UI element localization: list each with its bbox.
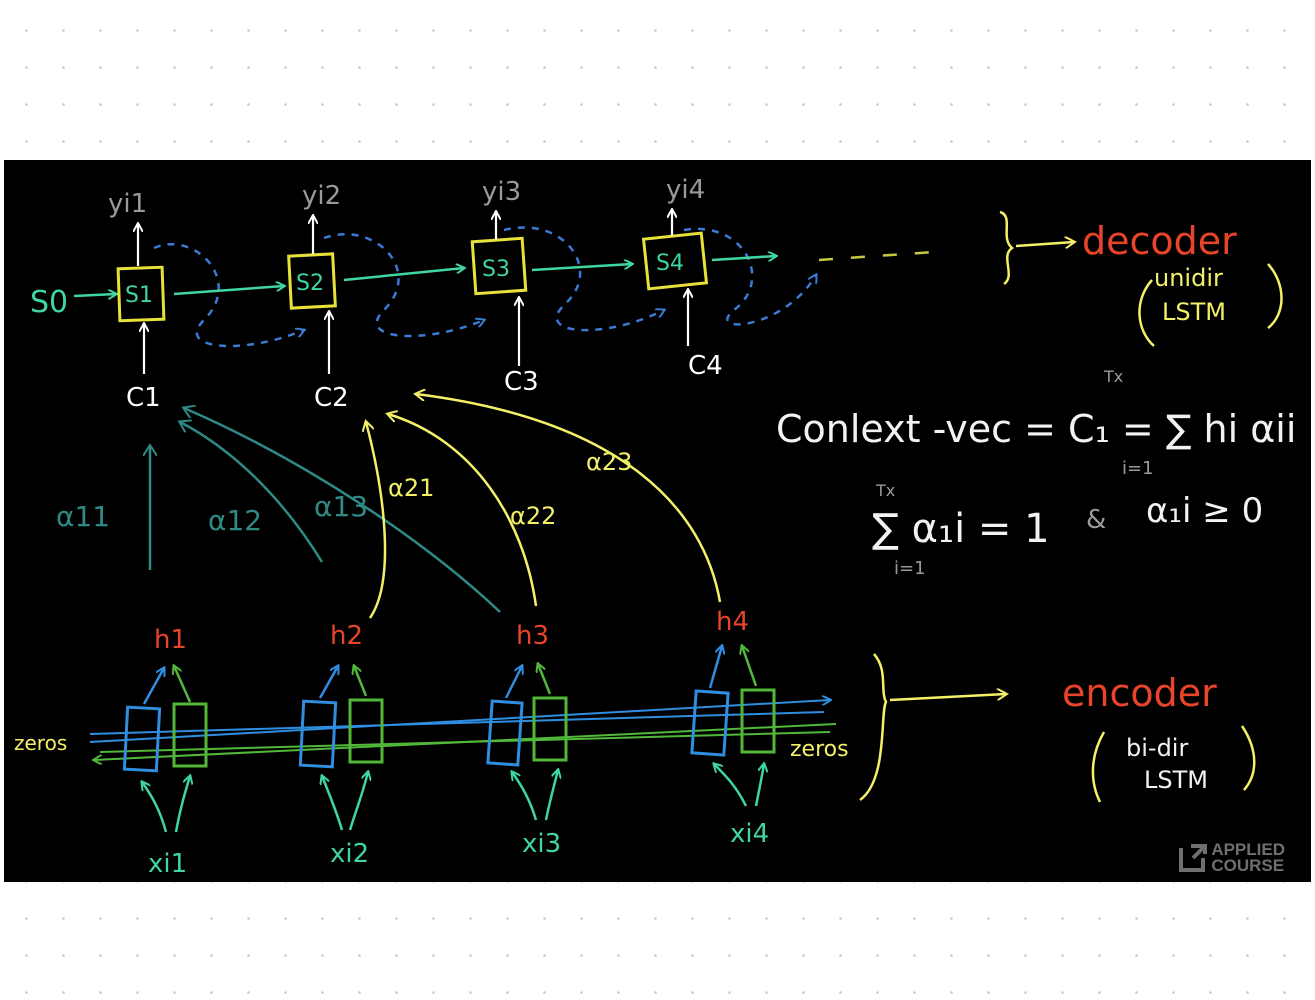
constraint-sum-text: ∑ α₁i = 1 [872,506,1050,552]
encoder-bwd-cell-3 [532,696,568,762]
state-label-2: S2 [296,271,324,296]
decoder-type-line-2: LSTM [1162,298,1226,326]
constraint-sum-upper: Tx [875,481,895,500]
and-sign: & [1086,505,1106,535]
encoder-type-line-1: bi-dir [1126,734,1188,762]
output-label-3: yi3 [482,177,521,207]
watermark-line-2: COURSE [1211,856,1285,875]
formula-sum-lower: i=1 [1122,458,1154,479]
initial-state-label: S0 [30,285,68,320]
attention-teal-arrows [150,408,501,613]
decoder-type-line-1: unidir [1154,264,1223,292]
encoder-fwd-cell-1 [122,705,162,773]
encoder-input-arrows [142,764,764,833]
attention-yellow-labels: α21 α22 α23 [388,448,632,530]
encoder-cells [122,688,776,773]
context-label-1: C1 [126,383,161,413]
alpha-label-22: α22 [510,502,556,530]
encoder-fwd-cell-3 [486,699,524,767]
alpha-label-23: α23 [586,448,632,476]
encoder-bwd-cell-2 [348,698,384,764]
context-label-2: C2 [314,383,349,413]
attention-diagram: S0 yi1 yi2 yi3 yi4 S1 S2 S3 S4 C1 C2 C3 … [14,175,1296,879]
decoder-vertical-arrows [138,210,688,374]
decoder-state-box-4 [641,231,709,291]
output-label-2: yi2 [302,181,341,211]
input-label-4: xi4 [730,819,769,849]
alpha-label-11: α11 [56,500,110,533]
encoder-bwd-cell-1 [172,702,208,768]
attention-yellow-arrows [366,394,722,619]
constraint-sum-lower: i=1 [894,558,926,579]
applied-course-logo-icon [1179,844,1208,872]
decoder-state-box-2 [287,252,337,310]
encoder-bwd-cell-4 [740,688,776,754]
nonneg-text: α₁i ≥ 0 [1146,491,1263,531]
encoder-hidden-arrows [142,646,758,705]
formula-constraint: Tx ∑ α₁i = 1 i=1 & α₁i ≥ 0 [872,481,1263,579]
encoder-input-labels: xi1 xi2 xi3 xi4 [148,819,769,879]
state-label-3: S3 [482,257,510,282]
encoder-fwd-cell-2 [298,699,338,769]
hidden-label-4: h4 [716,607,749,637]
decoder-state-box-1 [116,265,166,323]
decoder-output-labels: yi1 yi2 yi3 yi4 [108,175,705,219]
decoder-forward-arrows [73,256,776,296]
context-label-4: C4 [688,351,723,381]
encoder-left-pad: zeros [14,731,67,755]
context-labels: C1 C2 C3 C4 [126,351,723,413]
decoder-state-labels: S1 S2 S3 S4 [125,251,684,308]
decoder-title: decoder [1082,219,1237,263]
input-label-1: xi1 [148,849,187,879]
input-label-2: xi2 [330,839,369,869]
formula-context-vec-text: Conlext -vec = C₁ = ∑ hi αii [776,407,1296,451]
encoder-horizontal-lines [89,700,837,760]
encoder-type-line-2: LSTM [1144,766,1208,794]
context-label-3: C3 [504,367,539,397]
decoder-state-box-3 [470,236,528,296]
alpha-label-13: α13 [314,490,368,523]
formula-sum-upper: Tx [1103,367,1123,386]
output-label-4: yi4 [666,175,705,205]
input-label-3: xi3 [522,829,561,859]
output-label-1: yi1 [108,189,147,219]
hidden-label-1: h1 [154,625,187,655]
encoder-fwd-cell-4 [690,689,730,757]
decoder-state-boxes [116,231,709,323]
decoder-brace [999,210,1283,347]
hidden-label-2: h2 [330,621,363,651]
encoder-right-pad: zeros [790,737,849,762]
encoder-hidden-labels: h1 h2 h3 h4 [154,607,749,655]
encoder-title: encoder [1062,671,1217,715]
alpha-label-12: α12 [208,504,262,537]
formula-context-vec: Conlext -vec = C₁ = ∑ hi αii Tx i=1 [776,367,1296,479]
hidden-label-3: h3 [516,621,549,651]
encoder-brace [859,653,1256,803]
alpha-label-21: α21 [388,474,434,502]
decoder-dashed-loops [153,226,935,348]
attention-teal-labels: α11 α12 α13 [56,490,368,537]
state-label-1: S1 [125,283,153,308]
state-label-4: S4 [656,251,684,276]
blackboard: S0 yi1 yi2 yi3 yi4 S1 S2 S3 S4 C1 C2 C3 … [4,160,1311,882]
watermark-line-1: APPLIED [1211,840,1285,859]
watermark-logo: APPLIED COURSE [1179,840,1285,875]
